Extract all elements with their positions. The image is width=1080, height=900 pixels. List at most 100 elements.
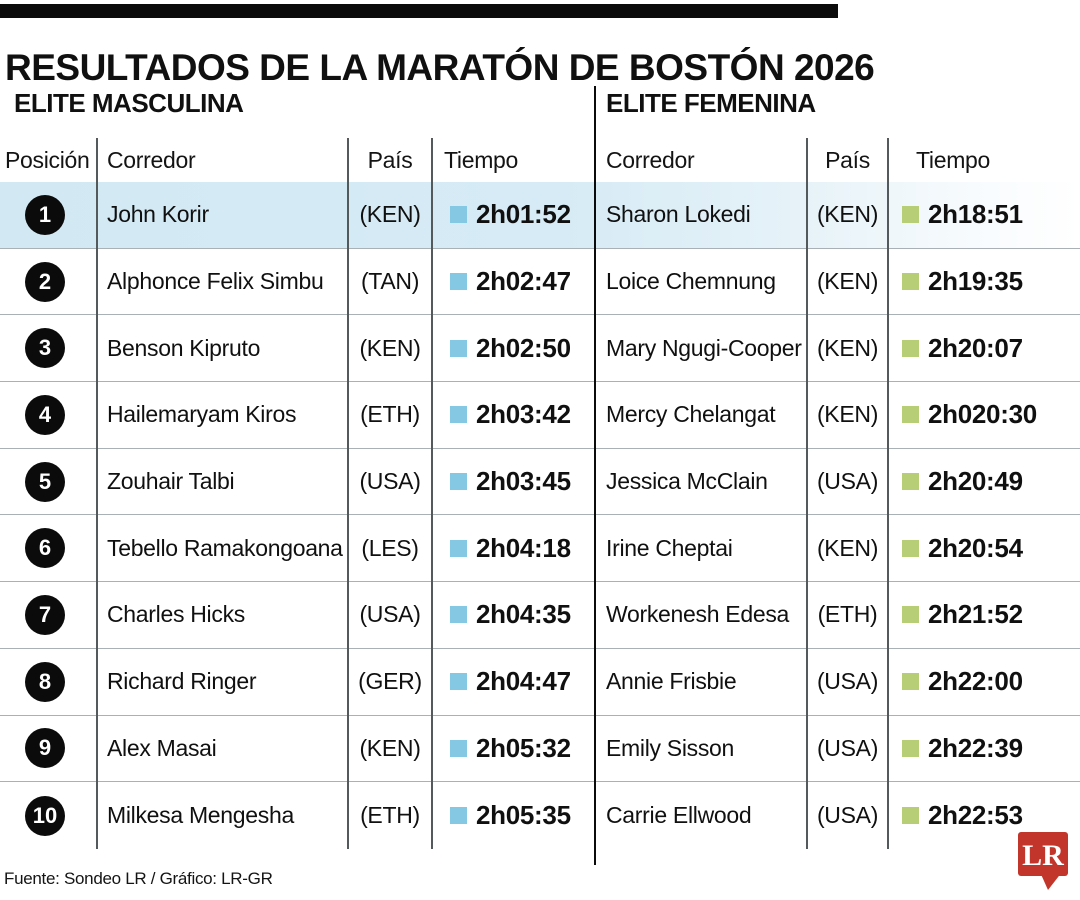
women-time-value: 2h18:51 xyxy=(928,199,1023,230)
table-row: 9 Alex Masai (KEN) 2h05:32 Emily Sisson … xyxy=(0,716,1080,783)
women-time-value: 2h020:30 xyxy=(928,399,1037,430)
source-credit: Fuente: Sondeo LR / Gráfico: LR-GR xyxy=(4,869,273,888)
position-badge: 7 xyxy=(25,594,65,635)
men-runner-name: Charles Hicks xyxy=(107,601,245,628)
men-country-code: (KEN) xyxy=(359,334,421,361)
table-row: 7 Charles Hicks (USA) 2h04:35 Workenesh … xyxy=(0,582,1080,649)
women-time-value: 2h20:07 xyxy=(928,332,1023,363)
column-divider xyxy=(887,138,889,849)
header-women-country: País xyxy=(825,146,870,173)
women-country-code: (ETH) xyxy=(817,601,878,628)
position-badge: 8 xyxy=(25,661,65,702)
table-row: 2 Alphonce Felix Simbu (TAN) 2h02:47 Loi… xyxy=(0,249,1080,316)
women-time-marker-icon xyxy=(902,606,919,624)
lr-logo-box xyxy=(1018,832,1068,876)
women-time-marker-icon xyxy=(902,206,919,224)
men-runner-name: Tebello Ramakongoana xyxy=(107,534,343,561)
women-country-code: (USA) xyxy=(816,734,879,761)
women-time-marker-icon xyxy=(902,339,919,357)
lr-logo-text: LR xyxy=(1022,839,1064,872)
position-number: 3 xyxy=(38,335,52,361)
men-time-marker-icon xyxy=(450,273,467,291)
men-time-value: 2h01:52 xyxy=(476,199,571,230)
position-badge: 9 xyxy=(25,728,65,769)
women-country-code: (KEN) xyxy=(816,201,879,228)
header-men-time: Tiempo xyxy=(444,146,519,173)
women-country-code: (KEN) xyxy=(816,268,879,295)
position-badge: 2 xyxy=(25,261,65,302)
header-men-runner: Corredor xyxy=(107,146,196,173)
men-time-marker-icon xyxy=(450,606,467,624)
table-row: 3 Benson Kipruto (KEN) 2h02:50 Mary Ngug… xyxy=(0,315,1080,383)
men-time-marker-icon xyxy=(450,406,467,424)
section-divider xyxy=(594,86,596,865)
women-time-value: 2h20:49 xyxy=(928,466,1023,497)
women-runner-name: Emily Sisson xyxy=(606,734,735,761)
top-bar xyxy=(0,4,838,18)
women-time-value: 2h22:53 xyxy=(928,800,1023,831)
men-country-code: (USA) xyxy=(359,468,421,495)
lr-logo-tail xyxy=(1040,872,1062,890)
women-time-marker-icon xyxy=(902,273,919,291)
women-country-code: (KEN) xyxy=(816,534,879,561)
men-country-code: (USA) xyxy=(359,601,421,628)
table-row: 10 Milkesa Mengesha (ETH) 2h05:35 Carrie… xyxy=(0,782,1080,849)
position-number: 9 xyxy=(38,735,52,761)
women-runner-name: Workenesh Edesa xyxy=(606,601,790,628)
men-country-code: (LES) xyxy=(361,534,419,561)
women-country-code: (USA) xyxy=(816,668,879,695)
men-time-marker-icon xyxy=(450,539,467,557)
table-row: 8 Richard Ringer (GER) 2h04:47 Annie Fri… xyxy=(0,649,1080,716)
men-country-code: (ETH) xyxy=(360,401,420,428)
page-title: RESULTADOS DE LA MARATÓN DE BOSTÓN 2026 xyxy=(5,46,875,88)
women-time-marker-icon xyxy=(902,539,919,557)
position-number: 10 xyxy=(32,802,58,828)
men-time-marker-icon xyxy=(450,739,467,757)
position-badge: 4 xyxy=(25,394,65,435)
women-runner-name: Carrie Ellwood xyxy=(606,802,752,829)
men-country-code: (ETH) xyxy=(360,802,420,829)
table-row: 6 Tebello Ramakongoana (LES) 2h04:18 Iri… xyxy=(0,515,1080,583)
column-divider xyxy=(431,138,433,849)
women-time-marker-icon xyxy=(902,473,919,491)
table-header-row: Posición Corredor País Tiempo Corredor P… xyxy=(0,138,1080,182)
table-row: 4 Hailemaryam Kiros (ETH) 2h03:42 Mercy … xyxy=(0,382,1080,449)
header-position: Posición xyxy=(5,146,90,173)
position-badge: 1 xyxy=(25,194,65,235)
women-time-marker-icon xyxy=(902,807,919,825)
men-time-marker-icon xyxy=(450,339,467,357)
men-time-value: 2h03:42 xyxy=(476,399,571,430)
men-section-title: ELITE MASCULINA xyxy=(14,88,244,118)
women-time-marker-icon xyxy=(902,673,919,691)
women-country-code: (KEN) xyxy=(816,401,879,428)
men-runner-name: Benson Kipruto xyxy=(107,334,261,361)
women-time-value: 2h21:52 xyxy=(928,599,1023,630)
column-divider xyxy=(96,138,98,849)
position-number: 5 xyxy=(38,468,52,494)
women-country-code: (USA) xyxy=(816,802,879,829)
women-time-value: 2h20:54 xyxy=(928,532,1023,563)
position-badge: 3 xyxy=(25,328,65,369)
lr-logo: LR xyxy=(1018,832,1068,890)
table-row: 1 John Korir (KEN) 2h01:52 Sharon Lokedi… xyxy=(0,182,1080,249)
results-rows: 1 John Korir (KEN) 2h01:52 Sharon Lokedi… xyxy=(0,182,1080,849)
women-time-value: 2h22:39 xyxy=(928,732,1023,763)
men-time-value: 2h04:18 xyxy=(476,532,571,563)
men-time-value: 2h04:47 xyxy=(476,666,571,697)
women-runner-name: Sharon Lokedi xyxy=(606,201,751,228)
position-badge: 6 xyxy=(25,528,65,569)
women-runner-name: Loice Chemnung xyxy=(606,268,776,295)
men-time-marker-icon xyxy=(450,673,467,691)
position-number: 8 xyxy=(38,668,52,694)
women-runner-name: Mary Ngugi-Cooper xyxy=(606,334,802,361)
men-country-code: (KEN) xyxy=(359,201,421,228)
women-time-marker-icon xyxy=(902,406,919,424)
men-runner-name: Alex Masai xyxy=(107,734,217,761)
women-country-code: (USA) xyxy=(816,468,879,495)
men-time-value: 2h05:35 xyxy=(476,800,571,831)
men-time-marker-icon xyxy=(450,473,467,491)
position-number: 2 xyxy=(38,268,52,294)
men-time-value: 2h02:47 xyxy=(476,266,571,297)
women-time-value: 2h19:35 xyxy=(928,266,1023,297)
women-runner-name: Annie Frisbie xyxy=(606,668,737,695)
